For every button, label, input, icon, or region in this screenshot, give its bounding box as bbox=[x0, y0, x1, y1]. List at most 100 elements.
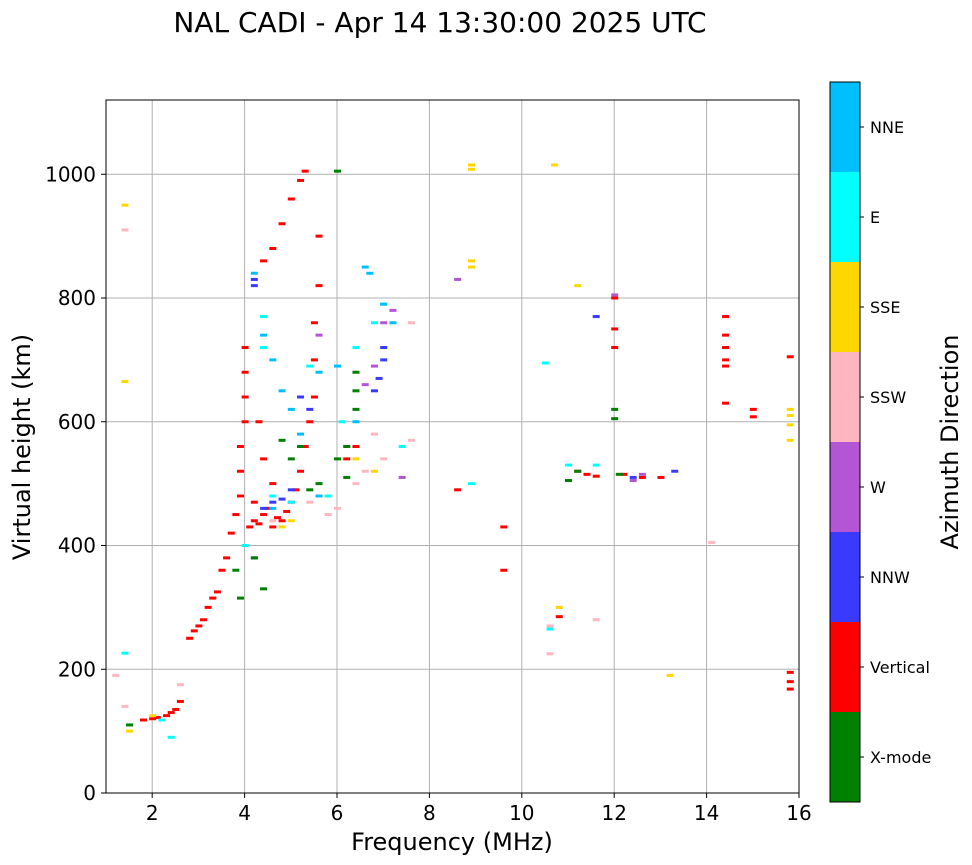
data-point bbox=[722, 346, 730, 349]
data-point bbox=[153, 716, 161, 720]
data-point bbox=[149, 717, 157, 721]
data-point bbox=[241, 346, 249, 349]
data-point bbox=[638, 475, 646, 479]
data-point bbox=[195, 624, 203, 628]
data-point bbox=[297, 445, 305, 448]
y-tick-label: 400 bbox=[58, 534, 96, 558]
x-tick-label: 12 bbox=[601, 801, 626, 825]
data-point bbox=[273, 516, 281, 520]
data-point bbox=[500, 568, 508, 572]
colorbar-segment bbox=[830, 442, 860, 532]
data-point bbox=[278, 525, 286, 529]
data-point bbox=[232, 513, 240, 517]
data-point bbox=[786, 355, 794, 359]
data-point bbox=[352, 420, 360, 424]
data-point bbox=[176, 683, 184, 687]
data-point bbox=[722, 358, 730, 362]
data-point bbox=[546, 624, 554, 628]
data-point bbox=[366, 271, 374, 275]
y-axis-ticks: 0 200 400 600 800 1000 bbox=[45, 162, 106, 805]
data-point bbox=[306, 500, 314, 504]
series-ssw bbox=[112, 228, 716, 708]
series-vertical bbox=[139, 169, 794, 722]
colorbar-tick-label: SSE bbox=[870, 298, 900, 317]
data-point bbox=[370, 389, 378, 393]
data-point bbox=[250, 284, 258, 288]
data-point bbox=[629, 479, 637, 483]
data-point bbox=[121, 203, 129, 207]
colorbar: X-mode Vertical NNW W SSW SSE E NNE bbox=[829, 81, 931, 803]
data-point bbox=[236, 596, 244, 600]
data-point bbox=[287, 519, 295, 523]
data-point bbox=[306, 420, 314, 424]
data-point bbox=[454, 277, 462, 281]
data-point bbox=[592, 474, 600, 478]
data-point bbox=[361, 469, 369, 473]
data-point bbox=[236, 445, 244, 448]
data-point bbox=[287, 197, 295, 201]
data-point bbox=[167, 711, 175, 715]
data-point bbox=[246, 525, 254, 529]
data-point bbox=[269, 525, 277, 529]
data-point bbox=[611, 296, 619, 300]
data-point bbox=[315, 284, 323, 288]
data-point bbox=[278, 497, 286, 501]
data-point bbox=[209, 596, 217, 600]
y-axis-label: Virtual height (km) bbox=[8, 334, 36, 560]
data-point bbox=[389, 308, 397, 312]
data-point bbox=[269, 500, 277, 504]
colorbar-segment bbox=[830, 712, 860, 802]
data-point bbox=[592, 463, 600, 467]
data-point bbox=[370, 469, 378, 473]
data-point bbox=[324, 494, 332, 498]
data-point bbox=[611, 407, 619, 411]
data-point bbox=[722, 401, 730, 405]
data-point bbox=[287, 500, 295, 504]
data-point bbox=[611, 327, 619, 331]
chart-title: NAL CADI - Apr 14 13:30:00 2025 UTC bbox=[173, 6, 707, 39]
colorbar-segment bbox=[830, 82, 860, 172]
data-point bbox=[269, 358, 277, 362]
colorbar-tick-label: E bbox=[870, 208, 880, 227]
data-point bbox=[315, 370, 323, 374]
data-point bbox=[749, 407, 757, 411]
data-point bbox=[500, 525, 508, 529]
data-point bbox=[260, 259, 268, 263]
data-point bbox=[352, 457, 360, 461]
data-point bbox=[204, 605, 212, 609]
data-point bbox=[671, 469, 679, 473]
data-point bbox=[260, 513, 268, 517]
data-point bbox=[250, 271, 258, 275]
data-point bbox=[407, 321, 415, 325]
grid-lines bbox=[106, 100, 800, 794]
data-point bbox=[297, 395, 305, 399]
data-point bbox=[269, 482, 277, 486]
colorbar-frame bbox=[829, 81, 861, 803]
data-points bbox=[112, 163, 794, 739]
data-point bbox=[200, 618, 208, 622]
data-point bbox=[297, 432, 305, 436]
data-point bbox=[287, 488, 295, 492]
data-point bbox=[620, 472, 628, 476]
data-point bbox=[241, 544, 249, 547]
data-point bbox=[260, 333, 268, 337]
data-point bbox=[370, 364, 378, 368]
y-tick-label: 0 bbox=[83, 781, 96, 805]
data-point bbox=[278, 519, 286, 523]
x-axis-label: Frequency (MHz) bbox=[351, 828, 553, 856]
data-point bbox=[786, 680, 794, 684]
data-point bbox=[264, 506, 272, 510]
data-point bbox=[213, 590, 221, 594]
data-point bbox=[546, 652, 554, 656]
data-point bbox=[186, 636, 194, 640]
data-point bbox=[592, 618, 600, 622]
data-point bbox=[255, 522, 263, 526]
data-point bbox=[301, 169, 309, 173]
data-point bbox=[749, 415, 757, 419]
data-point bbox=[236, 469, 244, 473]
data-point bbox=[232, 568, 240, 572]
data-point bbox=[283, 509, 291, 513]
data-point bbox=[338, 420, 346, 424]
data-point bbox=[722, 333, 730, 337]
x-tick-label: 10 bbox=[509, 801, 534, 825]
